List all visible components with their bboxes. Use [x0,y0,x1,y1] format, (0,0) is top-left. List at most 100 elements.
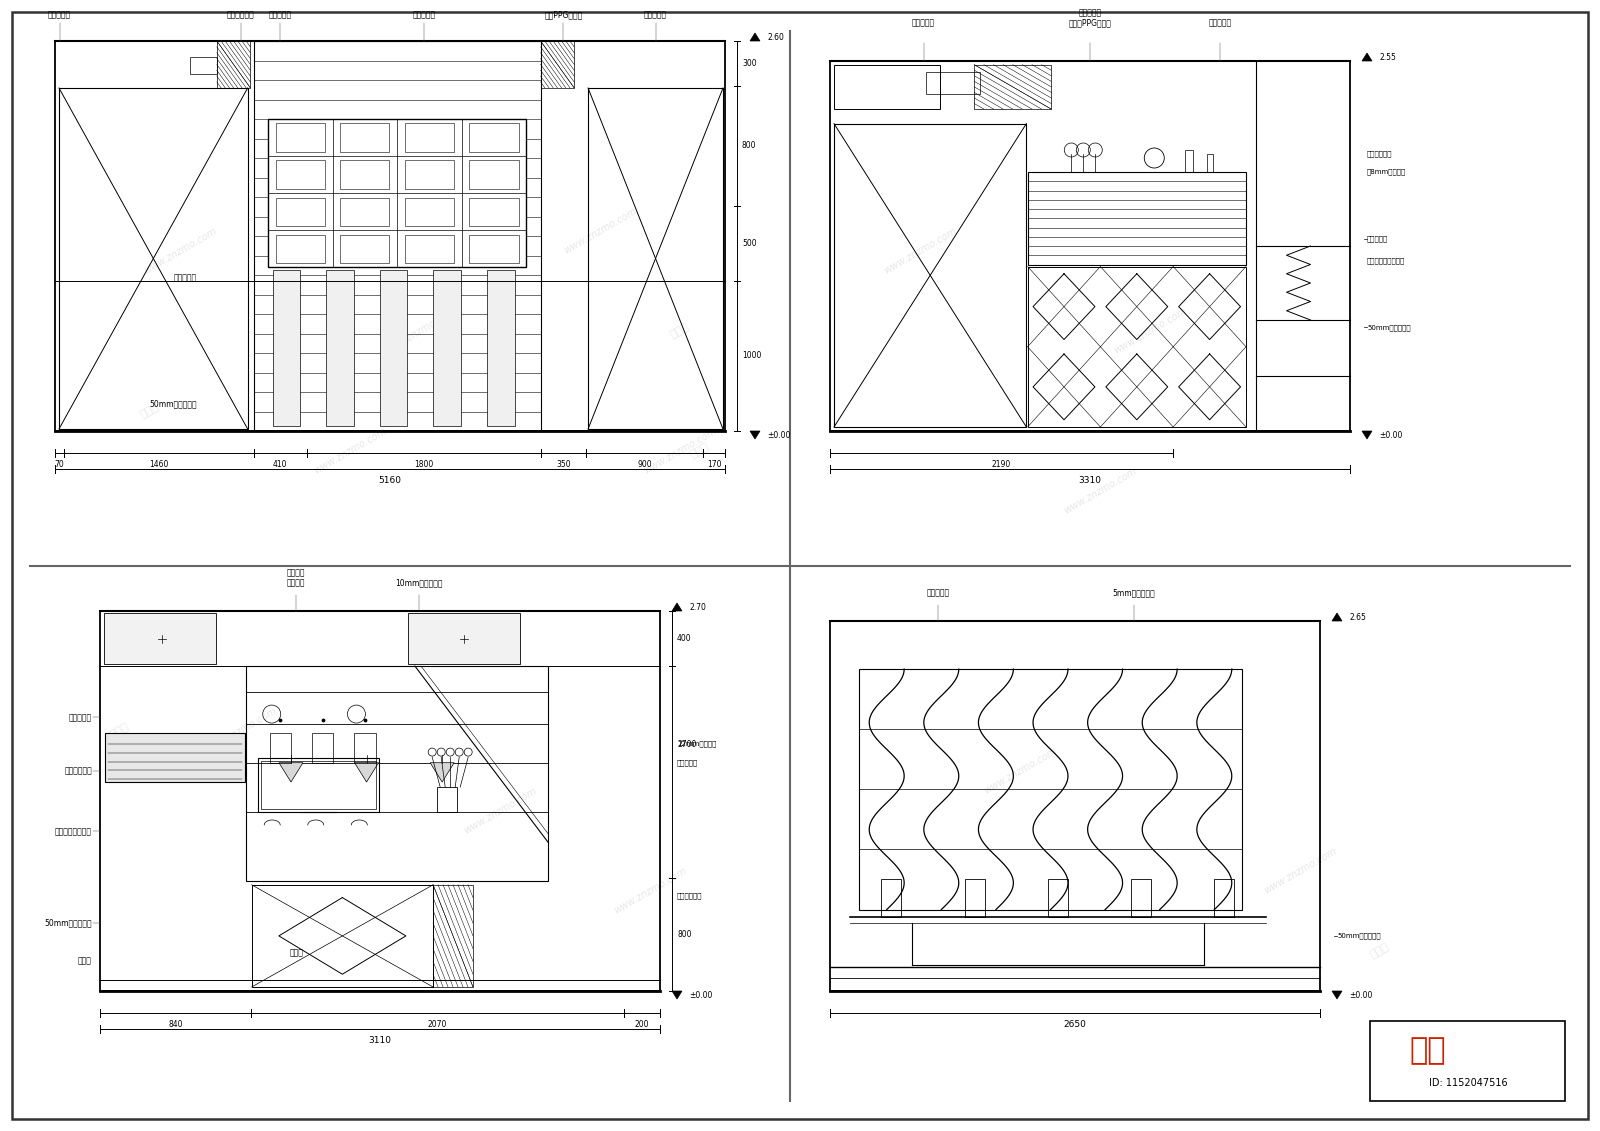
Text: 暗藏射灯: 暗藏射灯 [286,569,306,578]
Text: 自色水泥墙: 自色水泥墙 [48,10,70,19]
Text: 暗射灯: 暗射灯 [290,949,304,958]
Point [310,710,336,728]
Text: 宽8mm槽砂墙面: 宽8mm槽砂墙面 [1366,169,1406,175]
Bar [405,234,454,262]
Bar [258,759,379,812]
Bar [312,733,333,762]
Text: 2.70: 2.70 [690,603,706,612]
Text: 广告灯膜火: 广告灯膜火 [677,760,698,767]
Text: 自色防大板角板面: 自色防大板角板面 [54,827,93,836]
Bar [341,234,389,262]
Text: 10mm清玻璃隔断: 10mm清玻璃隔断 [395,578,443,587]
Text: www.znzmo.com: www.znzmo.com [462,786,538,836]
Text: 50mm木墙脚台线: 50mm木墙脚台线 [1338,932,1381,939]
Bar [965,879,984,917]
Bar [926,72,981,94]
Bar [1206,154,1213,172]
Text: 500: 500 [742,239,757,248]
Polygon shape [672,991,682,999]
Text: 300: 300 [742,59,757,68]
Text: 1000: 1000 [742,352,762,361]
Text: www.znzmo.com: www.znzmo.com [382,307,458,356]
Bar [434,884,474,987]
Text: www.znzmo.com: www.znzmo.com [562,206,638,256]
Text: 5160: 5160 [379,476,402,485]
Text: 知末网: 知末网 [690,442,710,460]
Text: 暗藏射灯: 暗藏射灯 [286,578,306,587]
Point [267,710,293,728]
Text: 涂刷PPG乳胶漆: 涂刷PPG乳胶漆 [544,10,582,19]
Polygon shape [750,33,760,41]
Text: 840: 840 [168,1020,182,1029]
Polygon shape [430,762,454,782]
Polygon shape [1331,991,1342,999]
Text: ±0.00: ±0.00 [766,431,790,440]
Bar [469,198,518,226]
Text: 900: 900 [637,460,651,469]
Text: 3110: 3110 [368,1036,392,1045]
Bar [254,41,541,431]
Text: www.znzmo.com: www.znzmo.com [882,226,958,276]
Bar [341,161,389,189]
Text: 800: 800 [677,930,691,939]
Text: 是彩桃木角板: 是彩桃木角板 [677,892,702,899]
Text: 知末网: 知末网 [1370,942,1390,960]
Bar [272,270,301,426]
Text: www.znzmo.com: www.znzmo.com [202,706,278,756]
Text: 是彩桃木角板: 是彩桃木角板 [64,766,93,775]
Text: 铜质日光灯罩: 铜质日光灯罩 [227,10,254,19]
Bar [341,198,389,226]
Text: 50mm木墙脚台线: 50mm木墙脚台线 [45,918,93,927]
Bar [99,611,661,991]
Bar [834,64,939,109]
Text: www.znzmo.com: www.znzmo.com [642,426,718,476]
Text: 170: 170 [707,460,722,469]
Text: www.znzmo.com: www.znzmo.com [312,426,389,476]
Text: 知末: 知末 [1410,1036,1446,1065]
Bar [437,787,458,812]
Text: 暗射灯: 暗射灯 [78,956,93,965]
Text: 木面白色墙: 木面白色墙 [413,10,435,19]
Bar [270,733,291,762]
Text: 知末网: 知末网 [139,402,162,421]
Text: 2190: 2190 [992,460,1011,469]
Text: 410: 410 [274,460,288,469]
Text: 自色防大板平墙处连: 自色防大板平墙处连 [1366,258,1405,265]
Text: ±0.00: ±0.00 [690,991,712,1000]
Polygon shape [750,431,760,439]
Bar [541,41,574,88]
Bar [1370,1021,1565,1100]
Bar [326,270,354,426]
Text: 2.55: 2.55 [1379,52,1395,61]
Text: 暗藏日光灯罩: 暗藏日光灯罩 [1366,150,1392,157]
Bar [106,733,245,782]
Polygon shape [1331,613,1342,621]
Bar [261,761,376,809]
Text: 自色水泥墙: 自色水泥墙 [912,18,934,27]
Text: www.znzmo.com: www.znzmo.com [1262,846,1338,896]
Text: www.znzmo.com: www.znzmo.com [611,866,688,916]
Bar [379,270,408,426]
Bar [1186,150,1194,172]
Text: 200: 200 [635,1020,650,1029]
Bar [218,41,250,88]
Bar [59,88,248,429]
Text: www.znzmo.com: www.znzmo.com [142,226,218,276]
Bar [269,119,526,267]
Bar [1027,267,1246,428]
Point [352,710,378,728]
Bar [469,123,518,152]
Text: www.znzmo.com: www.znzmo.com [1062,466,1138,516]
Bar [405,123,454,152]
Polygon shape [355,762,379,782]
Bar [405,198,454,226]
Text: ±0.00: ±0.00 [1349,991,1373,1000]
Bar [246,666,547,881]
Bar [830,621,1320,991]
Bar [469,161,518,189]
Text: 2700: 2700 [677,740,696,749]
Bar [882,879,901,917]
Text: 50mm木墙脚台线: 50mm木墙脚台线 [1366,325,1411,330]
Text: 自色防大板: 自色防大板 [1366,235,1389,242]
Text: 70: 70 [54,460,64,469]
